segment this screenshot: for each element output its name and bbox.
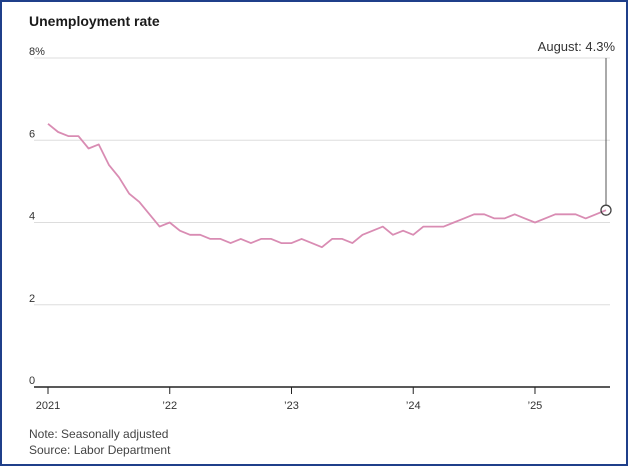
- chart-title: Unemployment rate: [29, 13, 160, 29]
- note-text: Note: Seasonally adjusted: [29, 427, 169, 441]
- series-layer: [47, 123, 607, 249]
- x-tick-label: ’24: [406, 400, 421, 412]
- y-tick-label: 6: [29, 128, 35, 140]
- annotation-layer: August: 4.3%: [538, 39, 616, 216]
- y-tick-label: 2: [29, 293, 35, 305]
- y-tick-label: 0: [29, 375, 35, 387]
- source-text: Source: Labor Department: [29, 443, 171, 457]
- x-tick-label: 2021: [36, 400, 60, 412]
- unemployment-rate-line: [47, 123, 607, 249]
- axis-layer: 0 2 4 6 8% 2021 ’22 ’23 ’24 ’25: [29, 46, 610, 412]
- annotation-label: August: 4.3%: [538, 39, 616, 54]
- x-tick-label: ’22: [162, 400, 177, 412]
- annotation-marker: [600, 204, 612, 216]
- y-tick-label: 8%: [29, 46, 45, 58]
- y-tick-label: 4: [29, 211, 35, 223]
- chart-notes: Note: Seasonally adjusted Source: Labor …: [29, 426, 170, 458]
- x-tick-label: ’25: [528, 400, 543, 412]
- grid-layer: [34, 57, 610, 306]
- x-tick-label: ’23: [284, 400, 299, 412]
